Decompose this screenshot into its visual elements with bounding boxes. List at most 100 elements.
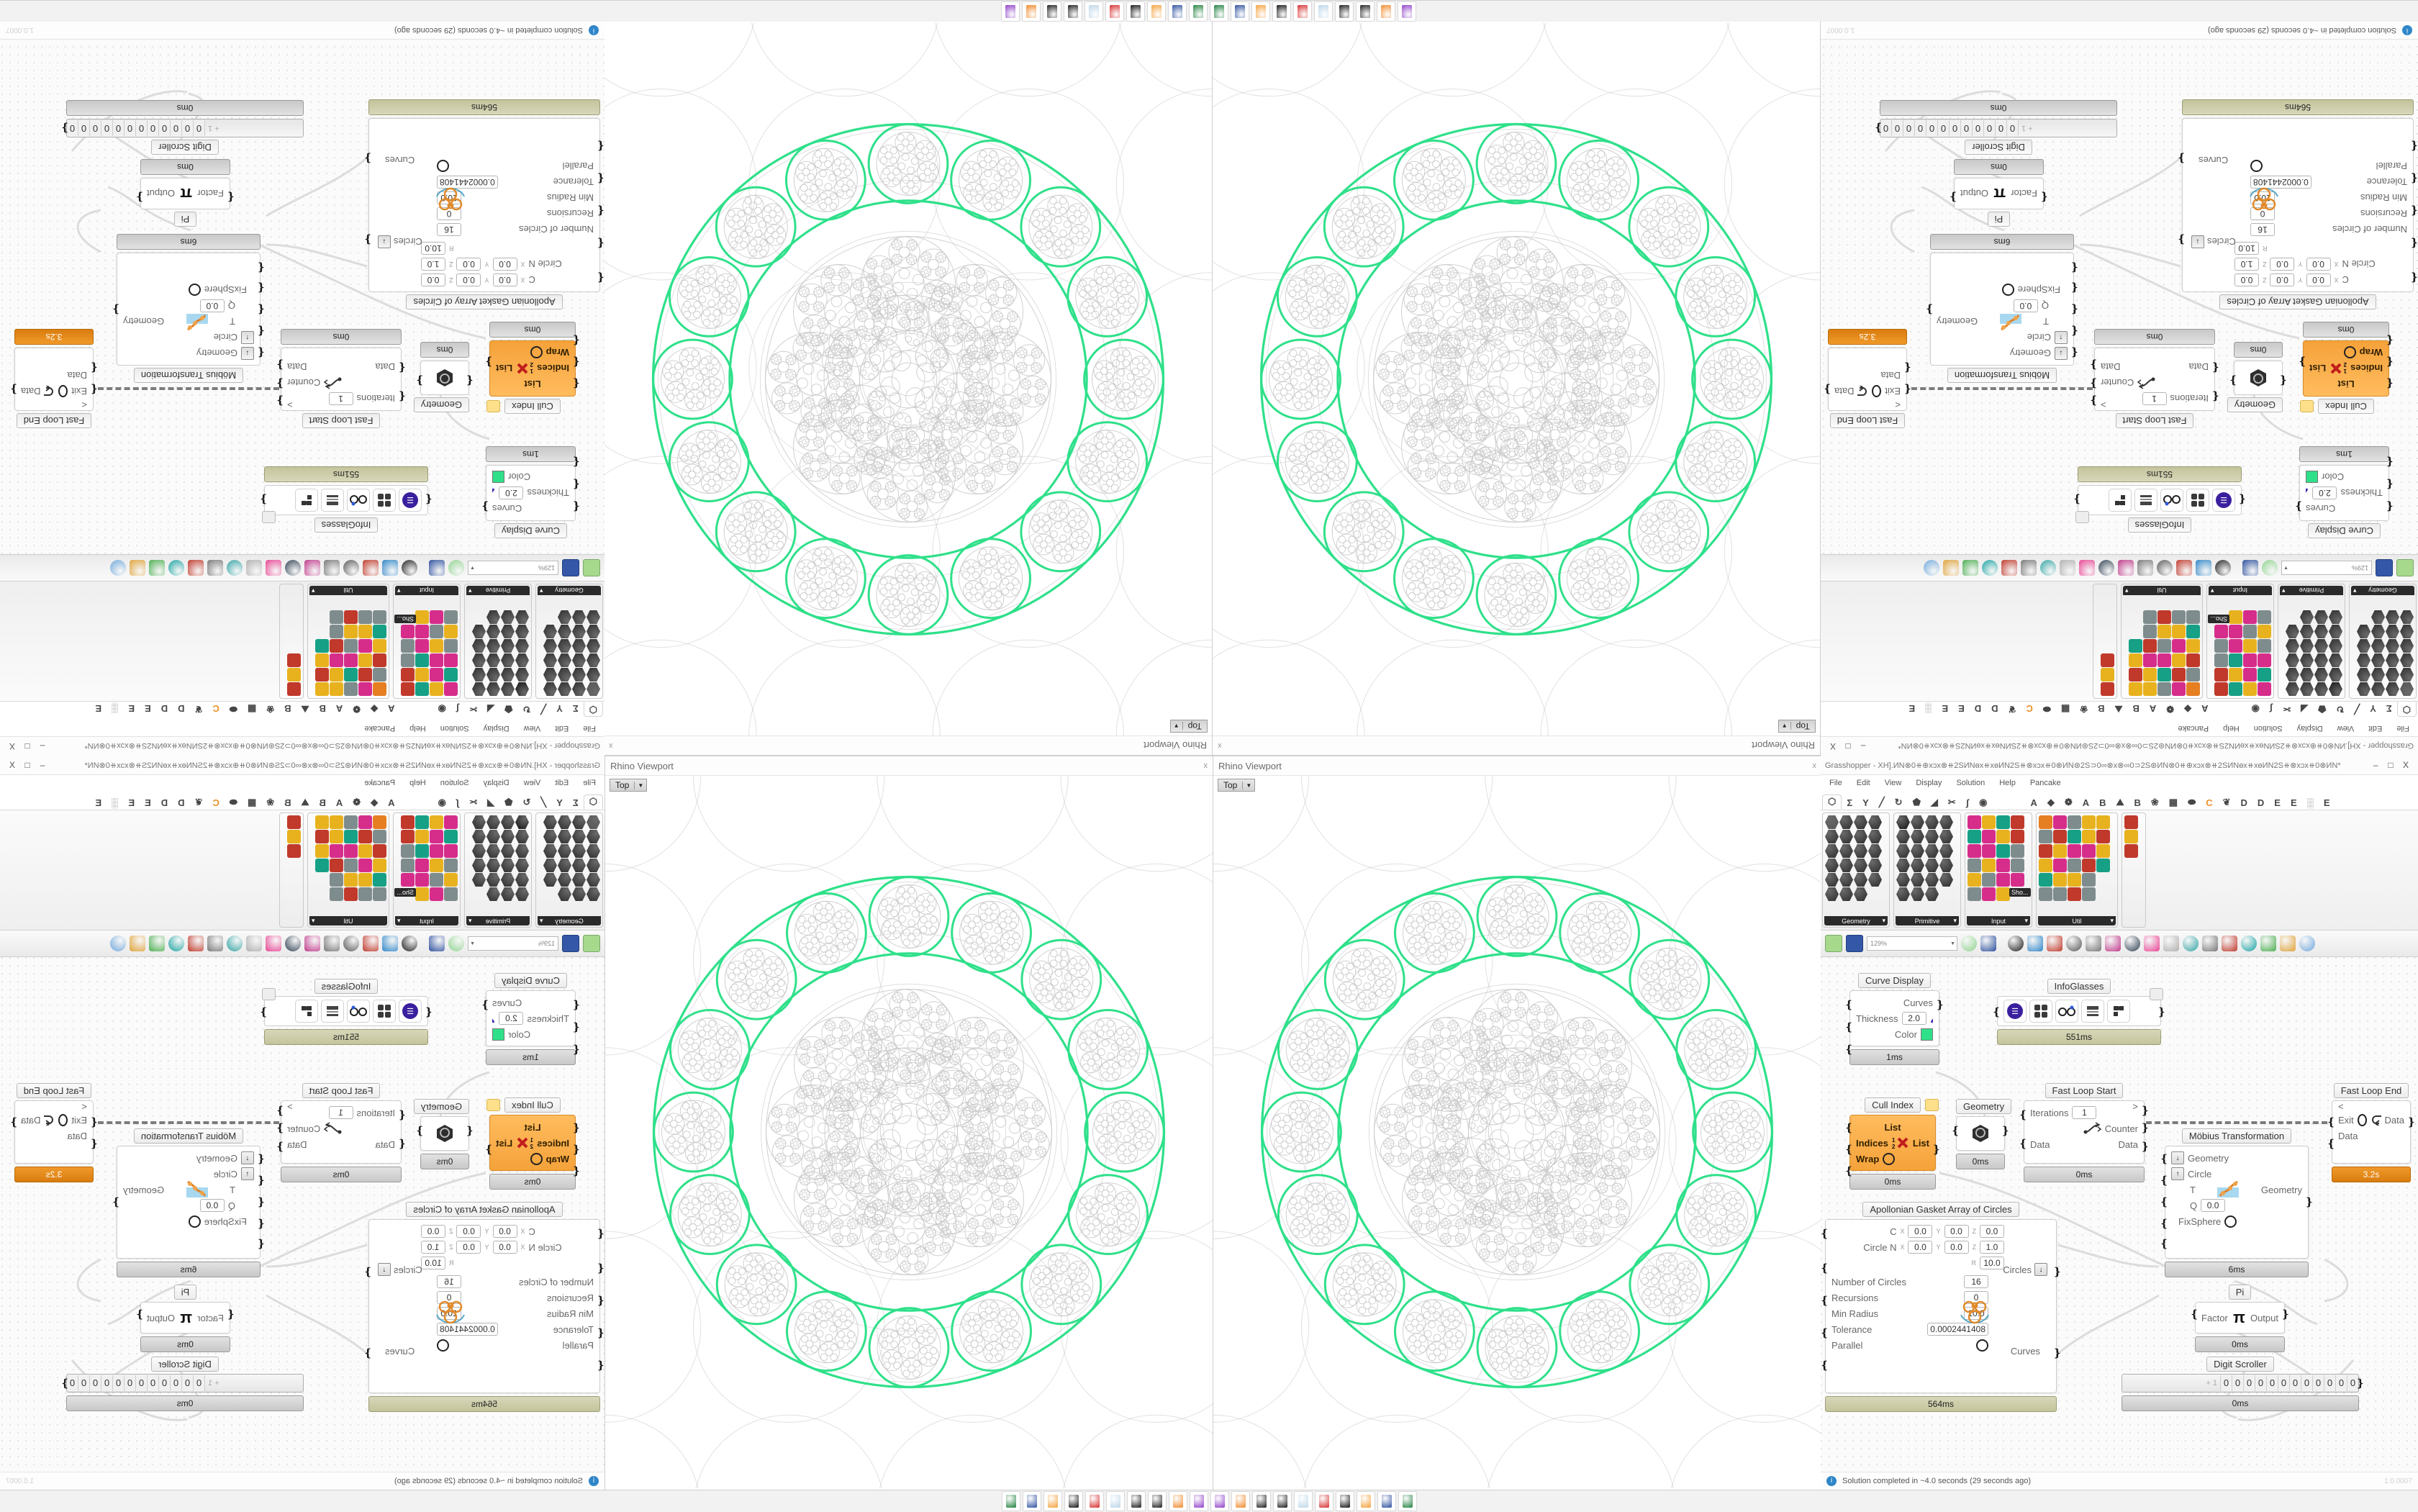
iterations-value[interactable]: 1 bbox=[329, 392, 353, 405]
component-icon[interactable] bbox=[558, 887, 571, 901]
component-icon[interactable] bbox=[444, 610, 458, 624]
toolbar-icon-10[interactable] bbox=[2144, 936, 2160, 951]
component-icon[interactable] bbox=[415, 844, 429, 858]
toolbar-icon-4[interactable] bbox=[2027, 936, 2043, 951]
toolbar-icon-11[interactable] bbox=[2060, 560, 2075, 576]
component-icon[interactable] bbox=[2314, 639, 2328, 653]
chevron-down-icon[interactable]: ▼ bbox=[1950, 941, 1955, 946]
component-icon[interactable] bbox=[430, 639, 443, 653]
expand-icon[interactable]: ▾ bbox=[468, 587, 472, 594]
toolbar-icon-3[interactable] bbox=[2008, 936, 2024, 951]
ribbon-tab-3[interactable]: ╱ bbox=[535, 796, 551, 810]
digit-cell[interactable]: 0 bbox=[2324, 1375, 2335, 1391]
component-icon[interactable] bbox=[587, 844, 600, 858]
component-icon[interactable] bbox=[1911, 887, 1924, 901]
puzzle-icon[interactable] bbox=[295, 1000, 318, 1023]
component-icon[interactable] bbox=[501, 873, 515, 887]
window-button-2[interactable]: X bbox=[1828, 741, 1838, 751]
arrow-up-icon[interactable]: ↑ bbox=[241, 331, 254, 344]
component-icon[interactable] bbox=[587, 887, 600, 901]
component-body[interactable]: ❴❵ bbox=[1956, 1116, 2005, 1151]
ribbon-tab-2[interactable]: Υ bbox=[1857, 797, 1874, 810]
taskbar-app-green-disk[interactable] bbox=[1398, 1491, 1417, 1511]
toolbar-icon-15[interactable] bbox=[2241, 936, 2257, 951]
component-geometry-param[interactable]: Geometry❴❵0ms bbox=[1956, 1099, 2005, 1169]
ribbon-tab-right-17[interactable]: E bbox=[91, 797, 107, 810]
ribbon-tab-1[interactable]: Σ bbox=[568, 797, 584, 810]
component-icon[interactable] bbox=[2371, 625, 2385, 638]
grid-icon[interactable] bbox=[373, 489, 396, 512]
component-mobius-transformation[interactable]: Möbius Transformation❴❴❴❴❴❵↓Geometry↑Cir… bbox=[1930, 234, 2074, 383]
component-icon[interactable] bbox=[2068, 815, 2081, 829]
save-icon[interactable] bbox=[1846, 935, 1863, 952]
component-ribbon[interactable]: Geometry▾Primitive▾Input▾Util▾Sho... bbox=[1821, 581, 2418, 701]
component-icon[interactable] bbox=[515, 844, 529, 858]
component-icon[interactable] bbox=[515, 859, 529, 872]
taskbar-app-red[interactable] bbox=[1085, 1491, 1104, 1511]
component-icon[interactable] bbox=[1839, 844, 1853, 858]
component-icon[interactable] bbox=[1868, 830, 1882, 843]
taskbar-app-paper[interactable] bbox=[1106, 1491, 1125, 1511]
component-icon[interactable] bbox=[2186, 682, 2200, 696]
component-icon[interactable] bbox=[2068, 859, 2081, 872]
close-icon[interactable]: x bbox=[1218, 741, 1222, 750]
component-icon[interactable] bbox=[358, 859, 372, 872]
table-icon[interactable] bbox=[321, 1000, 344, 1023]
taskbar-app-orange2[interactable] bbox=[1148, 1, 1167, 22]
ribbon-tab-right-9[interactable]: ⬬ bbox=[225, 702, 243, 715]
ribbon-tab-right-3[interactable]: A bbox=[2078, 797, 2094, 810]
component-icon[interactable] bbox=[2172, 682, 2186, 696]
component-icon[interactable] bbox=[2053, 844, 2067, 858]
component-icon[interactable] bbox=[444, 815, 458, 829]
taskbar-app-swastik-b[interactable] bbox=[1273, 1491, 1292, 1511]
boolean-toggle[interactable] bbox=[2250, 160, 2263, 173]
expand-icon[interactable]: ▾ bbox=[2024, 917, 2028, 925]
input-color[interactable]: Color bbox=[1856, 1026, 1933, 1042]
expand-icon[interactable]: ▾ bbox=[540, 917, 543, 925]
arrow-down-icon[interactable]: ↓ bbox=[2034, 1263, 2047, 1276]
taskbar-app-swastik-b[interactable] bbox=[1336, 1, 1354, 22]
component-icon[interactable] bbox=[2286, 653, 2299, 667]
component-icon[interactable] bbox=[415, 830, 429, 843]
expand-icon[interactable]: ▾ bbox=[2110, 917, 2114, 925]
arrow-down-icon[interactable]: ↓ bbox=[241, 1151, 254, 1164]
component-icon[interactable] bbox=[558, 668, 571, 682]
component-icon[interactable] bbox=[515, 887, 529, 901]
component-icon[interactable] bbox=[1982, 859, 1996, 872]
ribbon-tab-right-6[interactable]: B bbox=[279, 797, 296, 810]
ribbon-tab-4[interactable]: ↻ bbox=[1890, 796, 1908, 810]
component-icon[interactable] bbox=[558, 844, 571, 858]
component-icon[interactable] bbox=[2371, 682, 2385, 696]
component-icon[interactable] bbox=[1868, 815, 1882, 829]
ribbon-tab-right-1[interactable]: ◆ bbox=[2042, 796, 2060, 810]
component-icon[interactable] bbox=[330, 815, 343, 829]
input-color[interactable]: Color bbox=[492, 469, 569, 485]
display-toolbar[interactable]: 129%▼ bbox=[1821, 554, 2418, 581]
toolbar-icon-7[interactable] bbox=[2086, 936, 2101, 951]
component-icon[interactable] bbox=[572, 887, 586, 901]
window-button-1[interactable]: □ bbox=[1843, 741, 1853, 751]
ribbon-tab-0[interactable]: ⬡ bbox=[584, 702, 603, 717]
component-icon[interactable] bbox=[501, 815, 515, 829]
component-icon[interactable] bbox=[2371, 639, 2385, 653]
ribbon-tab-right-6[interactable]: B bbox=[2129, 797, 2145, 810]
note-bubble[interactable] bbox=[2150, 988, 2163, 1000]
component-icon[interactable] bbox=[572, 625, 586, 638]
component-icon[interactable] bbox=[2286, 668, 2299, 682]
digit-cell[interactable]: 0 bbox=[159, 1375, 171, 1391]
ribbon-tab-5[interactable]: ⬟ bbox=[499, 796, 517, 810]
toolbar-icon-0[interactable] bbox=[1961, 936, 1977, 951]
glasses-icon[interactable] bbox=[347, 1000, 370, 1023]
